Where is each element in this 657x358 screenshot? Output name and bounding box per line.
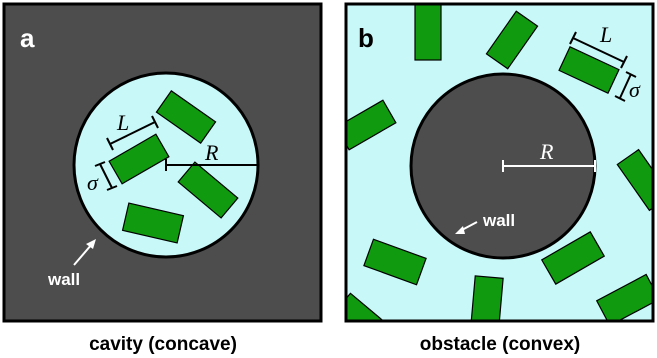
rod <box>470 275 504 321</box>
rod <box>346 99 397 151</box>
panel-b-wall-arrow <box>455 221 478 234</box>
panel-a: L σ R wall a <box>2 2 323 323</box>
panel-b-caption: obstacle (convex) <box>420 334 581 355</box>
panel-b-length-marker <box>569 31 628 69</box>
panel-a-wall-label: wall <box>47 270 80 289</box>
rod <box>616 148 653 212</box>
panel-a-width-marker <box>94 161 118 191</box>
panel-b-radius-marker <box>502 160 596 172</box>
rod <box>108 133 170 185</box>
panel-a-radius-marker <box>165 159 258 171</box>
rod <box>155 90 217 144</box>
panel-b-L-label: L <box>599 22 612 47</box>
panel-a-length-marker <box>106 115 159 151</box>
panel-a-rods <box>108 90 239 244</box>
panel-b-sigma-label: σ <box>629 77 641 102</box>
panel-a-letter: a <box>20 23 35 53</box>
rod <box>121 202 185 244</box>
panel-b-letter: b <box>358 23 374 53</box>
rod <box>363 238 427 286</box>
panel-a-wall-arrow <box>73 239 96 266</box>
panel-a-caption: cavity (concave) <box>89 334 237 355</box>
rod <box>177 161 239 219</box>
panel-a-L-label: L <box>116 110 129 135</box>
panel-b-wall-label: wall <box>482 211 515 230</box>
panel-a-R-label: R <box>204 140 219 165</box>
rod <box>558 46 620 94</box>
panel-b-R-label: R <box>539 139 554 164</box>
rod <box>414 4 442 61</box>
panel-b-width-marker <box>614 71 637 102</box>
panel-a-sigma-label: σ <box>87 170 99 195</box>
rod <box>485 10 539 70</box>
panel-b-frame <box>344 2 655 323</box>
panel-b: L σ R wall b <box>344 2 655 323</box>
rod <box>540 231 606 285</box>
